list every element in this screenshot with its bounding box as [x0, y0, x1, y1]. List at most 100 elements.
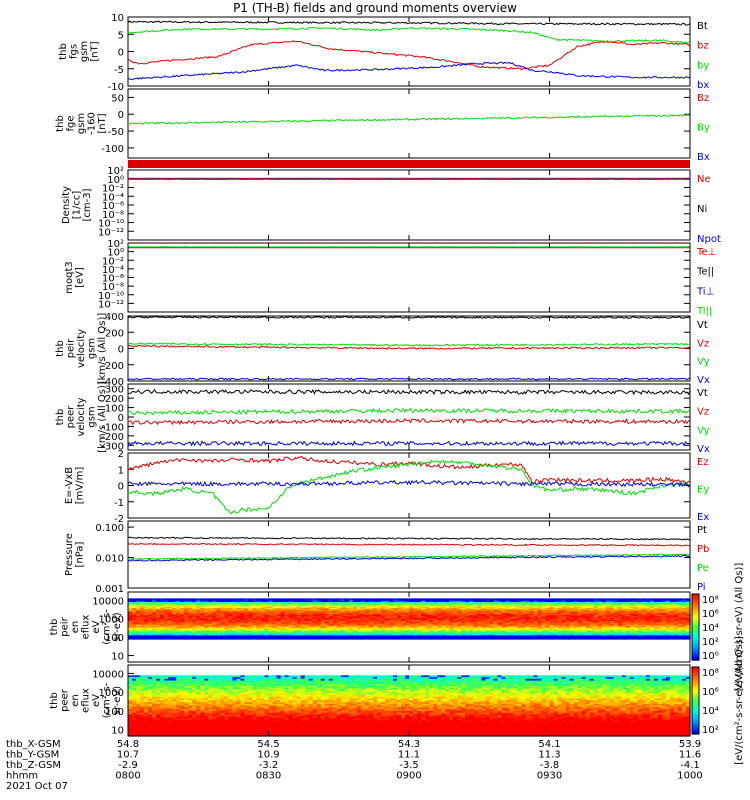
spectrogram-cell [445, 616, 450, 619]
spectrogram-cell [573, 627, 579, 629]
spectrogram-cell [637, 635, 643, 638]
spectrogram-cell [593, 608, 599, 610]
spectrogram-cell [304, 621, 310, 623]
spectrogram-cell [348, 603, 354, 605]
spectrogram-cell [421, 624, 426, 627]
spectrogram-cell [653, 616, 659, 619]
spectrogram-cell [340, 599, 346, 602]
spectrogram-cell [429, 630, 434, 633]
spectrogram-cell [292, 627, 298, 629]
spectrogram-cell [521, 629, 526, 632]
spectrogram-cell [493, 600, 498, 603]
spectrogram-cell [368, 637, 374, 640]
spectrogram-cell [228, 605, 233, 608]
spectrogram-cell [637, 612, 643, 615]
spectrogram-cell [577, 612, 583, 615]
spectrogram-cell [645, 635, 651, 638]
spectrogram-cell [521, 619, 526, 622]
spectrogram-cell [493, 621, 498, 623]
spectrogram-cell [328, 634, 334, 636]
spectrogram-cell [449, 631, 454, 634]
spectrogram-cell [204, 635, 209, 638]
spectrogram-cell [244, 619, 249, 622]
spectrogram-cell [344, 624, 350, 627]
spectrogram-cell [609, 603, 615, 605]
spectrogram-cell [481, 627, 486, 629]
spectrogram-cell [160, 604, 165, 607]
spectrogram-cell [288, 634, 294, 636]
spectrogram-cell [348, 612, 354, 615]
spectrogram-cell [465, 636, 470, 639]
spectrogram-cell [413, 618, 418, 621]
spectrogram-cell [336, 610, 342, 613]
spectrogram-cell [316, 634, 322, 636]
spectrogram-cell [320, 633, 326, 635]
spectrogram-cell [589, 631, 595, 634]
spectrogram-cell [264, 633, 270, 635]
spectrogram-cell [673, 609, 679, 611]
spectrogram-cell [208, 628, 213, 630]
spectrogram-cell [665, 605, 671, 608]
spectrogram-cell [473, 602, 478, 604]
spectrogram-cell [517, 625, 522, 628]
spectrogram-cell [597, 634, 603, 636]
spectrogram-cell [589, 599, 595, 602]
spectrogram-cell [585, 636, 591, 639]
spectrogram-cell [649, 611, 655, 614]
spectrogram-cell [621, 600, 627, 603]
spectrogram-cell [164, 634, 169, 636]
spectrogram-cell [589, 634, 595, 636]
spectrogram-cell [360, 599, 366, 602]
spectrogram-cell [565, 605, 571, 608]
spectrogram-cell [232, 611, 237, 614]
spectrogram-cell [296, 610, 302, 613]
spectrogram-cell [332, 634, 338, 636]
spectrogram-cell [517, 602, 522, 604]
spectrogram-cell [545, 615, 551, 617]
spectrogram-cell [673, 600, 679, 603]
spectrogram-cell [196, 621, 201, 623]
spectrogram-cell [669, 612, 675, 615]
spectrogram-cell [252, 624, 257, 627]
spectrogram-cell [489, 631, 494, 634]
spectrogram-cell [553, 629, 559, 632]
spectrogram-cell [312, 605, 318, 608]
spectrogram-cell [256, 604, 262, 607]
spectrogram-cell [401, 612, 406, 615]
spectrogram-cell [196, 619, 201, 622]
spectrogram-cell [473, 598, 478, 601]
spectrogram-cell [549, 615, 555, 617]
spectrogram-cell [645, 610, 651, 613]
spectrogram-cell [136, 598, 141, 601]
spectrogram-cell [517, 612, 522, 615]
spectrogram-cell [513, 613, 518, 616]
spectrogram-cell [521, 634, 526, 636]
spectrogram-cell [184, 625, 189, 628]
spectrogram-cell [569, 608, 575, 610]
spectrogram-cell [172, 612, 177, 615]
spectrogram-cell [196, 635, 201, 638]
spectrogram-cell [637, 625, 643, 628]
spectrogram-cell [453, 616, 458, 619]
spectrogram-cell [525, 616, 530, 619]
spectrogram-cell [529, 625, 534, 628]
spectrogram-cell [581, 636, 587, 639]
spectrogram-cell [665, 621, 671, 623]
spectrogram-cell [597, 602, 603, 604]
spectrogram-cell [433, 598, 438, 601]
spectrogram-cell [441, 611, 446, 614]
spectrogram-cell [481, 608, 486, 610]
spectrogram-cell [192, 625, 197, 628]
spectrogram-cell [188, 634, 193, 636]
spectrogram-cell [625, 604, 631, 607]
spectrogram-cell [156, 635, 161, 638]
spectrogram-cell [164, 631, 169, 634]
spectrogram-cell [601, 625, 607, 628]
spectrogram-cell [593, 628, 599, 630]
spectrogram-cell [248, 615, 253, 617]
spectrogram-cell [284, 623, 290, 626]
spectrogram-cell [336, 635, 342, 638]
spectrogram-cell [192, 599, 197, 602]
spectrogram-cell [236, 622, 241, 625]
spectrogram-cell [413, 615, 418, 617]
